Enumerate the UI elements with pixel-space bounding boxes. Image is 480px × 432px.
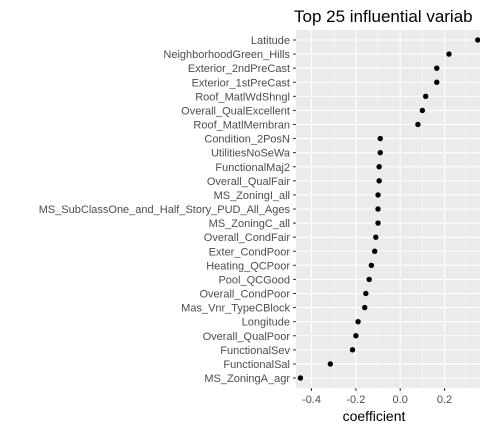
data-points <box>297 37 480 381</box>
y-tick-label: MS_ZoningC_all <box>209 218 290 230</box>
data-point <box>375 206 381 212</box>
data-point <box>377 135 383 142</box>
data-point <box>446 51 452 57</box>
data-point <box>349 347 356 353</box>
x-tick-label: 0.0 <box>393 394 408 406</box>
x-axis-title: coefficient <box>343 408 406 424</box>
x-axis-ticks: -0.4 -0.2 0.0 0.2 <box>302 388 452 406</box>
y-tick-label: Roof_MatlMembran <box>193 120 290 132</box>
y-tick-label: NeighborhoodGreen_Hills <box>163 49 290 61</box>
y-tick-label: Mas_Vnr_TypeCBlock <box>181 303 290 315</box>
y-tick-label: FunctionalMaj2 <box>215 162 290 174</box>
data-point <box>375 192 381 198</box>
data-point <box>419 107 426 114</box>
y-tick-label: UtilitiesNoSeWa <box>211 148 291 160</box>
data-point <box>362 304 368 311</box>
y-axis-labels: Latitude NeighborhoodGreen_Hills Exterior_… <box>39 35 296 385</box>
x-tick-label: 0.2 <box>437 394 452 406</box>
y-tick-label: Overall_QualExcellent <box>181 105 290 117</box>
chart-title: Top 25 influential variab <box>294 7 473 26</box>
data-point <box>368 262 375 269</box>
y-tick-label: Overall_QualFair <box>207 176 290 188</box>
x-tick-label: -0.2 <box>346 394 365 406</box>
data-point <box>376 178 382 184</box>
data-point <box>415 121 421 128</box>
y-tick-label: Condition_2PosN <box>204 134 290 146</box>
data-point <box>475 37 480 43</box>
y-tick-label: MS_SubClassOne_and_Half_Story_PUD_All_Ag… <box>39 204 291 216</box>
data-point <box>434 65 440 71</box>
data-point <box>375 220 381 226</box>
y-tick-label: Heating_QCPoor <box>206 260 290 272</box>
y-tick-label: Overall_CondFair <box>204 232 291 244</box>
y-tick-label: Exterior_1stPreCast <box>192 77 290 89</box>
y-tick-label: Pool_QCGood <box>218 274 290 286</box>
data-point <box>371 248 378 254</box>
y-tick-label: Longitude <box>242 317 290 329</box>
y-tick-label: Latitude <box>251 35 290 47</box>
data-point <box>422 93 429 100</box>
y-tick-label: Exter_CondPoor <box>209 246 291 258</box>
y-tick-label: Roof_MatlWdShngl <box>195 91 290 103</box>
y-tick-label: MS_ZoningI_all <box>214 190 290 202</box>
data-point <box>434 79 440 85</box>
data-point <box>373 234 379 240</box>
y-tick-label: Exterior_2ndPreCast <box>188 63 290 75</box>
data-point <box>366 276 372 283</box>
data-point <box>363 290 369 297</box>
data-point <box>355 318 361 325</box>
data-point <box>377 149 383 156</box>
y-tick-label: FunctionalSev <box>220 345 290 357</box>
data-point <box>376 164 382 170</box>
data-point <box>297 375 304 381</box>
grid-lines <box>296 30 480 388</box>
y-tick-label: Overall_QualPoor <box>203 331 291 343</box>
y-tick-label: FunctionalSal <box>223 359 290 371</box>
data-point <box>327 361 334 367</box>
y-tick-label: MS_ZoningA_agr <box>204 373 290 385</box>
x-tick-label: -0.4 <box>302 394 321 406</box>
y-tick-label: Overall_CondPoor <box>200 289 291 301</box>
data-point <box>353 333 359 339</box>
